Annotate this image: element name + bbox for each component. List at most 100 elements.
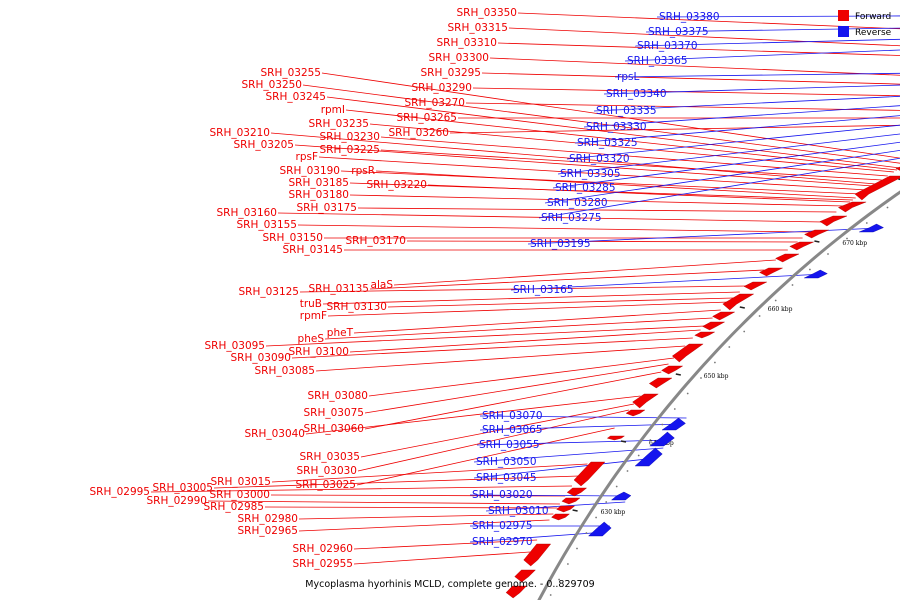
forward-label-connector — [472, 87, 900, 97]
backbone-dot — [649, 439, 652, 441]
backbone-dot — [661, 423, 664, 426]
forward-gene-label: SRH_03270 — [404, 97, 465, 109]
forward-gene-label: SRH_02980 — [237, 513, 298, 525]
forward-gene-label: SRH_03100 — [288, 346, 349, 358]
forward-label-connector — [360, 403, 634, 458]
forward-label-connector — [508, 27, 900, 47]
reverse-label-connector — [479, 423, 682, 431]
reverse-gene-label: SRH_03335 — [596, 105, 657, 117]
forward-label-connector — [302, 84, 900, 164]
forward-label-connector — [327, 301, 730, 317]
forward-gene-label: SRH_03030 — [296, 465, 357, 477]
forward-label-connector — [357, 409, 629, 472]
reverse-gene-arrow — [804, 269, 828, 279]
reverse-gene-label: SRH_03280 — [547, 197, 608, 209]
forward-label-connector — [364, 363, 669, 414]
forward-gene-arrow — [712, 311, 735, 321]
backbone-dots — [549, 206, 889, 596]
forward-gene-arrow — [837, 201, 867, 213]
reverse-label-connector — [614, 72, 900, 78]
forward-gene-label: pheS — [298, 333, 325, 345]
forward-gene-arrow — [759, 267, 783, 277]
backbone-dot — [605, 501, 608, 503]
forward-gene-arrow — [895, 166, 900, 171]
forward-gene-label: rpsF — [296, 151, 319, 163]
legend-forward-label: Forward — [855, 12, 891, 22]
forward-label-connector — [298, 513, 554, 520]
reverse-gene-label: SRH_03195 — [530, 238, 591, 250]
forward-label-connector — [380, 136, 888, 177]
forward-label-connector — [481, 72, 900, 85]
reverse-gene-arrow — [649, 431, 675, 447]
forward-gene-label: SRH_03265 — [396, 112, 457, 124]
forward-gene-label: SRH_02985 — [203, 501, 264, 513]
forward-gene-arrow — [648, 377, 673, 389]
reverse-label-connector — [538, 157, 900, 219]
forward-gene-label: SRH_02965 — [237, 525, 298, 537]
forward-gene-label: SRH_03310 — [436, 37, 497, 49]
tick-mark — [620, 440, 627, 443]
forward-gene-label: SRH_03250 — [241, 79, 302, 91]
reverse-label-connector — [469, 531, 607, 543]
forward-gene-arrow — [743, 281, 767, 291]
reverse-label-connector — [574, 115, 900, 144]
forward-label-connector — [297, 224, 811, 233]
forward-gene-label: SRH_03315 — [447, 22, 508, 34]
forward-label-connector — [497, 42, 900, 56]
forward-label-connector — [387, 297, 734, 308]
reverse-gene-label: SRH_03365 — [627, 55, 688, 67]
forward-label-connector — [298, 519, 550, 532]
forward-gene-arrow — [606, 435, 626, 441]
reverse-label-connector — [566, 124, 900, 160]
forward-gene-label: SRH_03205 — [233, 139, 294, 151]
forward-gene-arrow — [804, 229, 829, 239]
forward-gene-labels: SRH_03350 SRH_03315 SRH_03310 SRH_03300 SRH_… — [89, 7, 517, 570]
forward-gene-label: pheT — [327, 327, 354, 339]
reverse-gene-arrow — [859, 223, 884, 233]
reverse-gene-label: SRH_03010 — [488, 505, 549, 517]
forward-gene-arrow — [566, 487, 588, 497]
reverse-gene-label: SRH_03330 — [586, 121, 647, 133]
forward-gene-arrow — [625, 409, 646, 417]
forward-gene-label: SRH_03090 — [230, 352, 291, 364]
backbone-dot — [714, 361, 716, 364]
forward-gene-label: SRH_03290 — [411, 82, 472, 94]
reverse-gene-arrow — [587, 521, 612, 537]
reverse-label-connector — [485, 501, 626, 512]
forward-label-connector — [349, 194, 845, 207]
forward-label-connector — [277, 212, 824, 223]
forward-label-connector — [406, 240, 798, 243]
reverse-gene-label: SRH_02970 — [472, 536, 533, 548]
tick-mark — [572, 509, 578, 512]
reverse-label-connector — [645, 27, 900, 33]
reverse-label-connector — [583, 105, 900, 128]
forward-gene-label: SRH_03060 — [303, 423, 364, 435]
forward-gene-arrow — [505, 585, 527, 599]
forward-gene-label: SRH_03220 — [366, 179, 427, 191]
forward-gene-label: SRH_03185 — [288, 177, 349, 189]
legend-reverse-label: Reverse — [855, 28, 892, 38]
forward-label-connector — [369, 269, 765, 290]
reverse-label-connector — [544, 149, 900, 204]
forward-gene-label: SRH_03260 — [388, 127, 449, 139]
reverse-label-connector — [656, 15, 900, 18]
forward-gene-label: SRH_03075 — [303, 407, 364, 419]
reverse-label-connector — [510, 273, 824, 291]
forward-gene-label: SRH_03005 — [152, 482, 213, 494]
forward-label-connector — [353, 539, 538, 550]
forward-gene-label: SRH_02990 — [146, 495, 207, 507]
reverse-gene-label: SRH_03320 — [569, 153, 630, 165]
forward-label-connector — [264, 506, 558, 509]
reverse-genes — [587, 223, 884, 537]
forward-gene-arrow — [702, 321, 725, 331]
reverse-label-connector — [557, 133, 900, 175]
forward-genes — [505, 166, 900, 599]
reverse-gene-label: SRH_03325 — [577, 137, 638, 149]
legend-forward-swatch — [838, 10, 849, 21]
forward-gene-arrow — [551, 513, 570, 521]
forward-label-connector — [345, 109, 898, 171]
forward-label-connector — [349, 182, 853, 201]
forward-gene-arrow — [573, 461, 606, 487]
forward-label-connector — [326, 96, 900, 169]
